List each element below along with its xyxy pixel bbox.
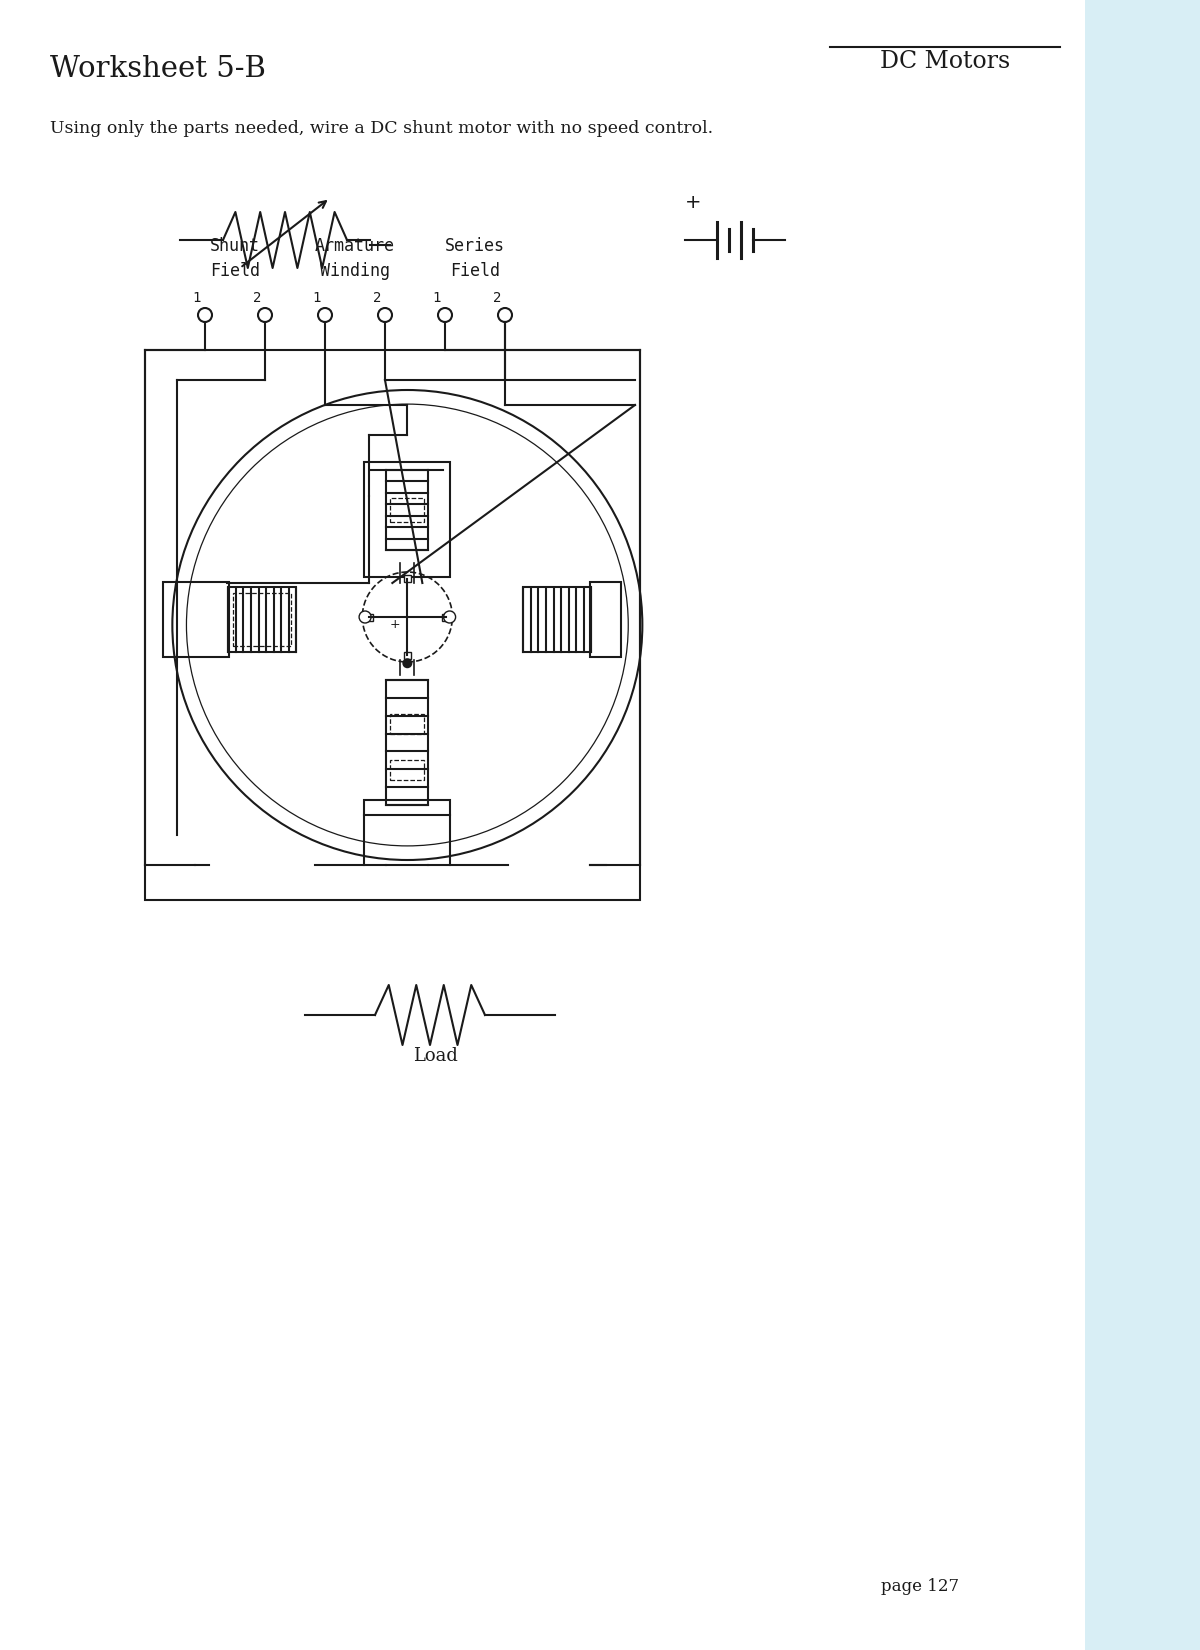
Bar	[404, 576, 410, 582]
Bar	[386, 680, 428, 805]
Bar	[1085, 0, 1200, 1650]
Bar	[386, 470, 428, 549]
Bar	[590, 582, 622, 657]
Bar	[366, 614, 373, 620]
Text: +: +	[685, 193, 701, 211]
Text: Winding: Winding	[320, 262, 390, 281]
Bar	[145, 350, 640, 899]
Circle shape	[359, 610, 371, 624]
Text: Shunt: Shunt	[210, 238, 260, 256]
Bar	[228, 587, 296, 652]
Text: 2: 2	[493, 290, 502, 305]
Text: DC Motors: DC Motors	[880, 50, 1010, 73]
Circle shape	[258, 309, 272, 322]
Bar	[523, 587, 592, 652]
Circle shape	[378, 309, 392, 322]
Bar	[390, 761, 425, 780]
Text: 1: 1	[433, 290, 442, 305]
Bar	[365, 462, 450, 578]
Text: Load: Load	[413, 1048, 457, 1064]
Text: Armature: Armature	[314, 238, 395, 256]
Circle shape	[402, 658, 413, 668]
Text: 1: 1	[193, 290, 202, 305]
Text: 1: 1	[313, 290, 322, 305]
Text: 2: 2	[253, 290, 262, 305]
Text: page 127: page 127	[881, 1577, 959, 1596]
Circle shape	[438, 309, 452, 322]
Circle shape	[198, 309, 212, 322]
Bar	[390, 714, 425, 734]
Bar	[365, 800, 450, 815]
Bar	[442, 614, 449, 620]
Text: Worksheet 5-B: Worksheet 5-B	[50, 54, 266, 82]
Bar	[163, 582, 229, 657]
Circle shape	[318, 309, 332, 322]
Bar	[404, 652, 410, 658]
Text: Using only the parts needed, wire a DC shunt motor with no speed control.: Using only the parts needed, wire a DC s…	[50, 120, 713, 137]
Circle shape	[498, 309, 512, 322]
Text: Field: Field	[450, 262, 500, 281]
Bar	[233, 594, 292, 647]
Bar	[390, 498, 425, 521]
Text: Field: Field	[210, 262, 260, 281]
Text: +: +	[390, 619, 401, 632]
Text: Series: Series	[445, 238, 505, 256]
Text: 2: 2	[373, 290, 382, 305]
Circle shape	[444, 610, 456, 624]
